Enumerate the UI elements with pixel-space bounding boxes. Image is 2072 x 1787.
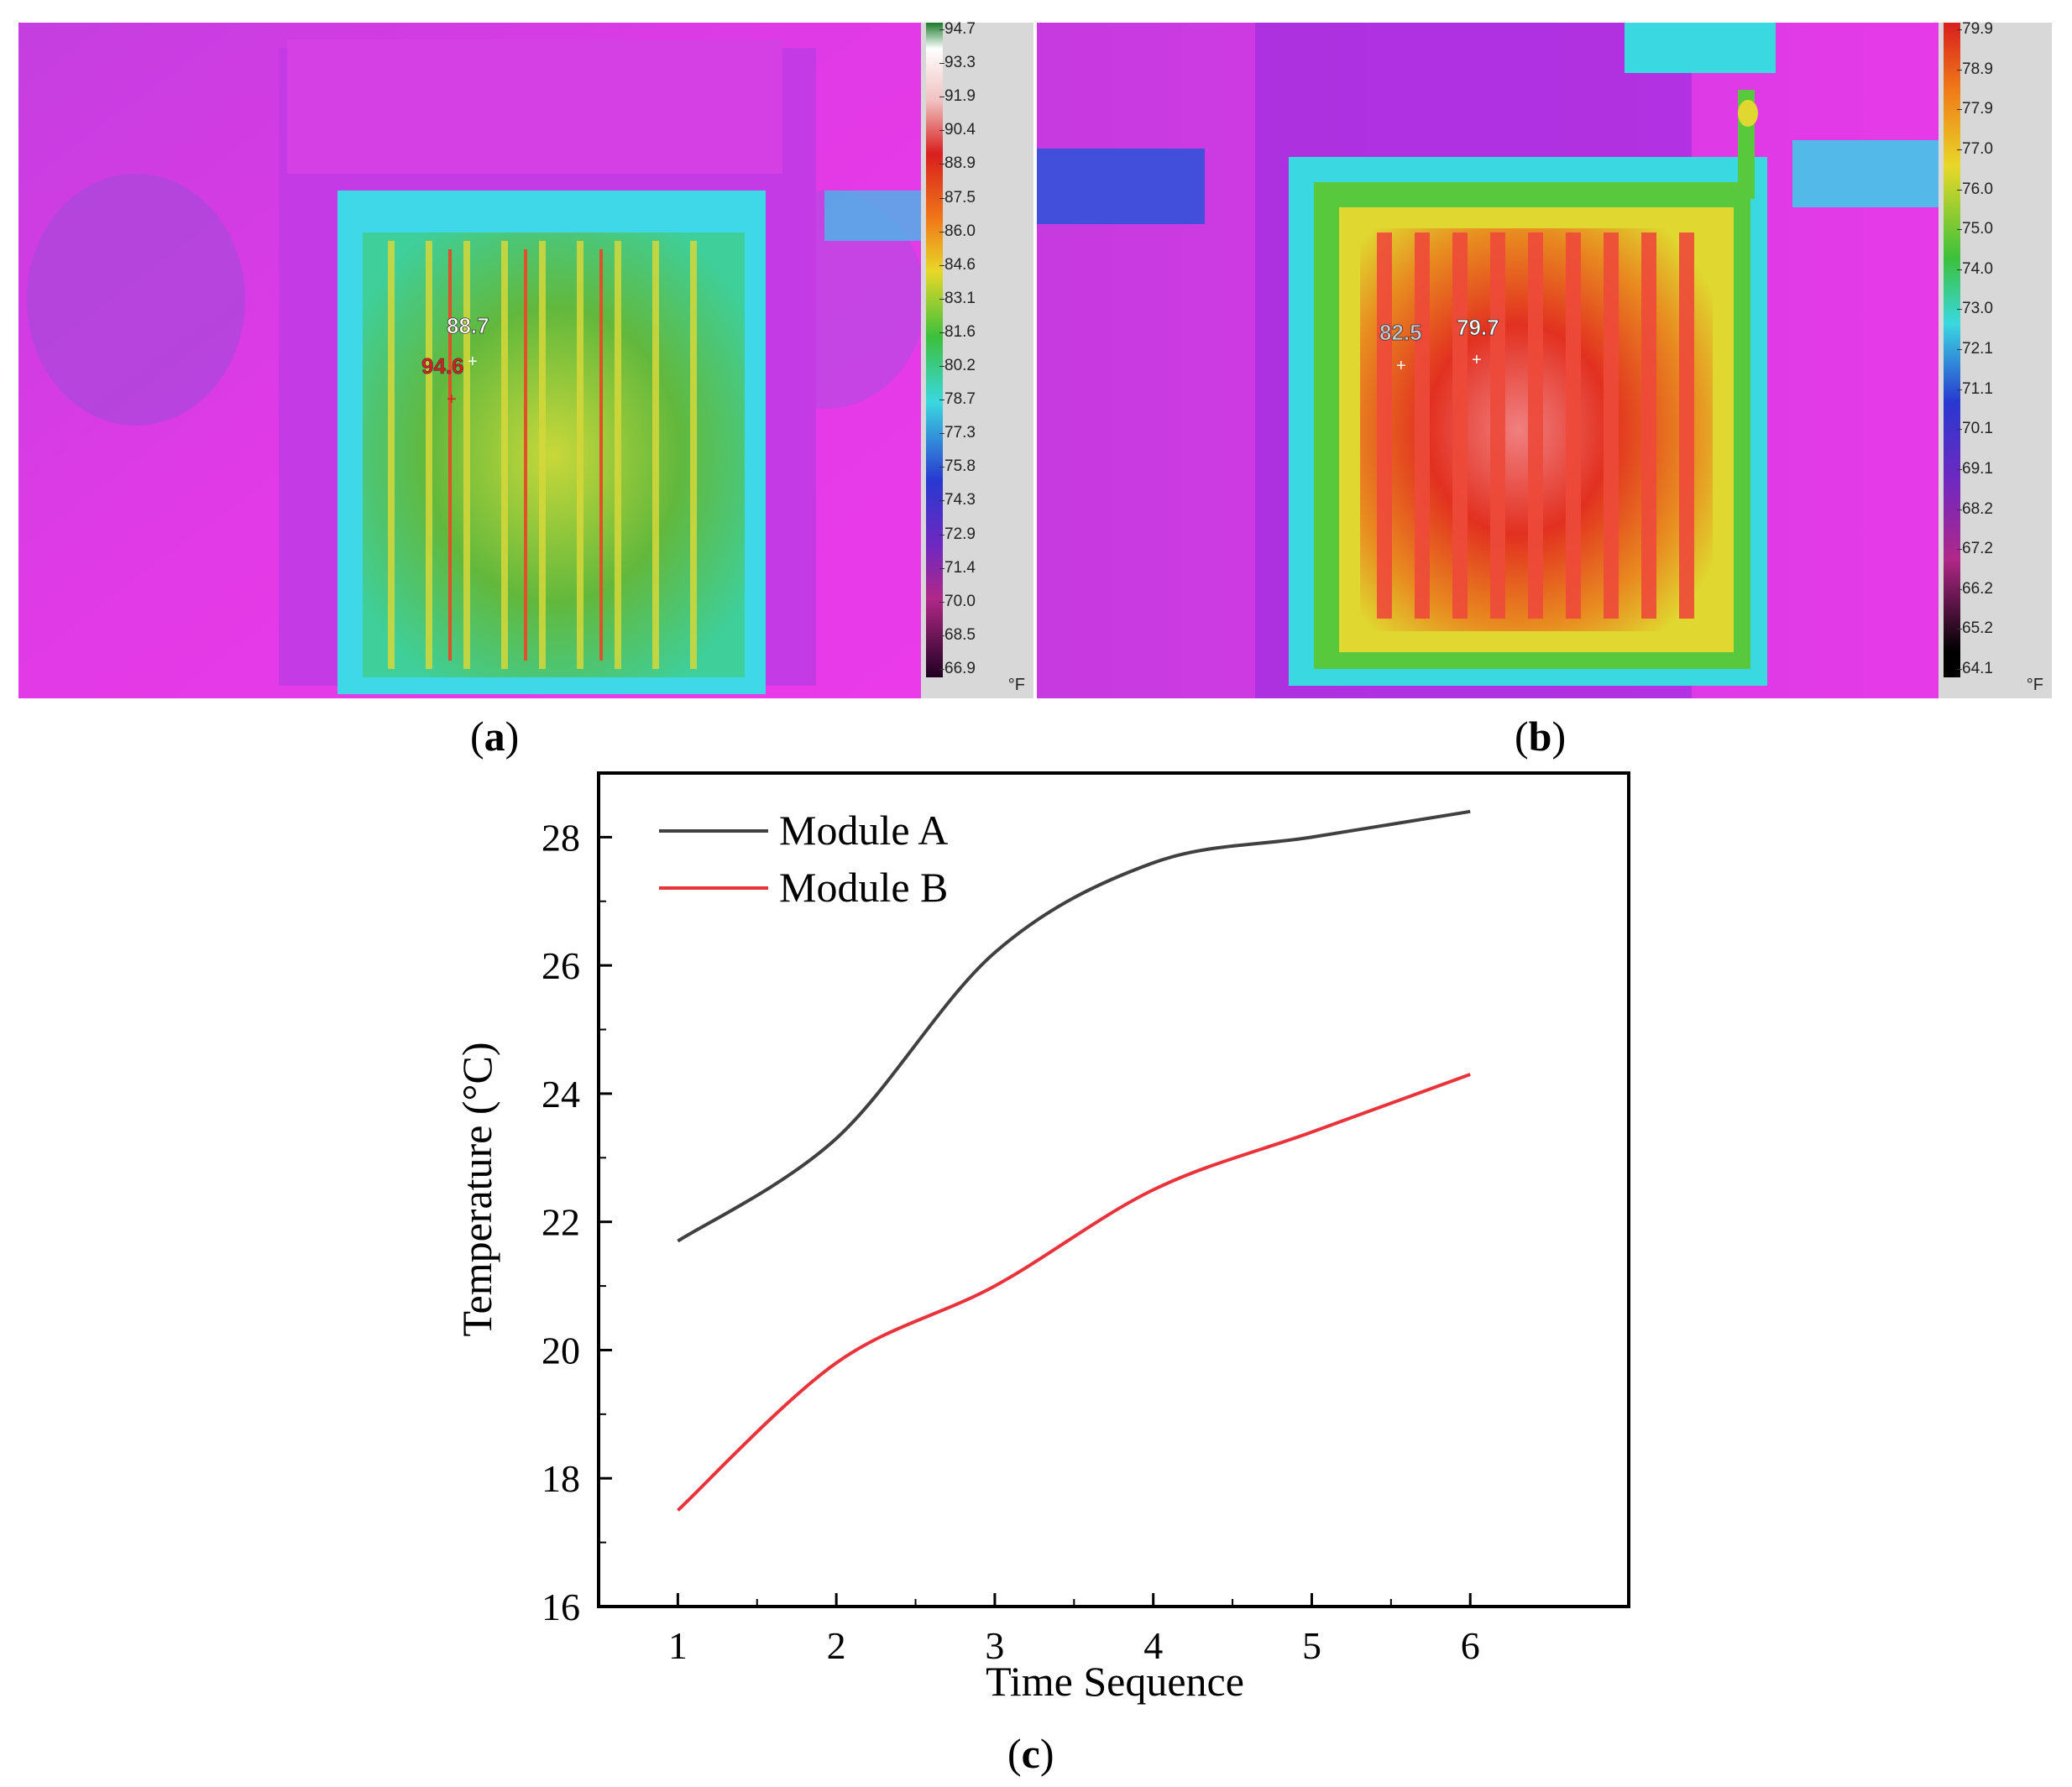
scale-tick-b-10: 70.1	[1957, 420, 1993, 438]
scale-tick-a-0: 94.7	[939, 20, 976, 38]
y-axis: 16 18 20 22 24 26 28	[542, 816, 612, 1628]
scale-tick-a-18: 68.5	[939, 625, 976, 644]
svg-text:+: +	[468, 353, 478, 371]
marker-b2: 79.7 +	[1457, 315, 1499, 369]
marker-b1: 82.5 +	[1379, 320, 1422, 375]
scale-tick-b-5: 75.0	[1957, 220, 1993, 238]
x-tick-label-4: 4	[1143, 1624, 1163, 1667]
marker-label-a2: 94.6	[421, 353, 464, 379]
marker-a1: 88.7 +	[447, 313, 489, 371]
panel-label-b: (b)	[1515, 713, 1567, 760]
line-chart: 16 18 20 22 24 26 28 1 2 3 4 5 6 Module A Module B T…	[453, 771, 1630, 1705]
plot-frame	[597, 771, 1630, 1608]
series-line-1	[677, 1073, 1471, 1512]
scale-tick-b-11: 69.1	[1957, 459, 1993, 478]
scale-tick-a-3: 90.4	[939, 121, 976, 139]
y-axis-label: Temperature (°C)	[453, 1042, 500, 1336]
scale-tick-a-6: 86.0	[939, 222, 976, 240]
marker-label-a1: 88.7	[447, 313, 489, 338]
scale-tick-b-2: 77.9	[1957, 100, 1993, 118]
legend-label-1: Module B	[779, 864, 948, 911]
scale-tick-b-3: 77.0	[1957, 139, 1993, 158]
y-tick-label-28: 28	[542, 816, 580, 859]
scale-tick-a-10: 80.2	[939, 357, 976, 375]
x-tick-label-5: 5	[1302, 1624, 1321, 1667]
marker-label-b2: 79.7	[1457, 315, 1499, 340]
panel-label-a: (a)	[470, 713, 520, 760]
y-tick-label-22: 22	[542, 1201, 580, 1244]
scale-unit-a: °F	[1007, 676, 1025, 694]
svg-text:+: +	[1472, 351, 1482, 369]
scale-tick-a-16: 71.4	[939, 558, 976, 577]
scale-tick-a-5: 87.5	[939, 188, 976, 206]
y-tick-label-20: 20	[542, 1329, 580, 1372]
scale-tick-a-9: 81.6	[939, 322, 976, 341]
panel-label-c-letter: c	[1021, 1730, 1040, 1777]
scale-tick-b-16: 64.1	[1957, 660, 1993, 677]
scale-unit-b: °F	[2026, 676, 2043, 694]
scale-tick-a-12: 77.3	[939, 424, 976, 442]
legend-label-0: Module A	[779, 807, 948, 854]
y-tick-label-16: 16	[542, 1586, 580, 1628]
scale-tick-b-0: 79.9	[1957, 20, 1993, 38]
color-scale-a: 94.7 93.3 91.9 90.4 88.9 87.5 86.0 84.6 83.1 81.6…	[921, 20, 1033, 698]
y-tick-label-26: 26	[542, 944, 580, 987]
panel-label-a-letter: a	[484, 713, 505, 760]
y-tick-label-24: 24	[542, 1073, 580, 1116]
scale-tick-b-7: 73.0	[1957, 300, 1993, 318]
scale-tick-b-4: 76.0	[1957, 180, 1993, 198]
x-tick-label-6: 6	[1461, 1624, 1480, 1667]
scale-gradient-a	[926, 23, 943, 677]
scale-tick-a-8: 83.1	[939, 289, 976, 307]
legend: Module A Module B	[659, 807, 948, 911]
thermal-image-a: 88.7 + 94.6 +	[18, 23, 921, 698]
panel-label-c: (c)	[1007, 1730, 1054, 1777]
scale-tick-a-17: 70.0	[939, 592, 976, 610]
thermal-image-b: 82.5 + 79.7 +	[1037, 23, 1939, 698]
color-scale-b: 79.9 78.9 77.9 77.0 76.0 75.0 74.0 73.0 72.1 71.1…	[1939, 20, 2052, 698]
scale-tick-b-12: 68.2	[1957, 499, 1993, 518]
marker-label-b1: 82.5	[1379, 320, 1422, 345]
scale-tick-a-15: 72.9	[939, 525, 976, 543]
scale-tick-a-4: 88.9	[939, 154, 976, 173]
x-tick-label-2: 2	[827, 1624, 846, 1667]
scale-tick-b-8: 72.1	[1957, 340, 1993, 358]
y-tick-label-18: 18	[542, 1457, 580, 1500]
series-line-0	[677, 809, 1471, 1243]
svg-text:+: +	[447, 390, 457, 409]
scale-tick-a-1: 93.3	[939, 54, 976, 72]
x-tick-label-1: 1	[668, 1624, 688, 1667]
scale-tick-a-13: 75.8	[939, 457, 976, 476]
scale-tick-b-1: 78.9	[1957, 60, 1993, 78]
panel-label-b-letter: b	[1528, 713, 1552, 760]
scale-gradient-b	[1944, 23, 1960, 677]
marker-a2: 94.6 +	[421, 353, 464, 409]
svg-text:+: +	[1396, 357, 1406, 375]
scale-tick-a-14: 74.3	[939, 491, 976, 509]
x-axis-label: Time Sequence	[986, 1658, 1244, 1705]
scale-tick-a-7: 84.6	[939, 255, 976, 274]
x-axis: 1 2 3 4 5 6	[668, 1593, 1480, 1667]
scale-tick-b-14: 66.2	[1957, 579, 1993, 598]
scale-tick-a-19: 66.9	[939, 660, 976, 677]
scale-tick-b-13: 67.2	[1957, 540, 1993, 558]
scale-tick-b-9: 71.1	[1957, 379, 1993, 398]
series-group	[677, 809, 1471, 1512]
scale-tick-b-15: 65.2	[1957, 619, 1993, 638]
x-tick-label-3: 3	[985, 1624, 1004, 1667]
scale-tick-a-2: 91.9	[939, 87, 976, 106]
scale-tick-b-6: 74.0	[1957, 259, 1993, 278]
scale-tick-a-11: 78.7	[939, 390, 976, 409]
